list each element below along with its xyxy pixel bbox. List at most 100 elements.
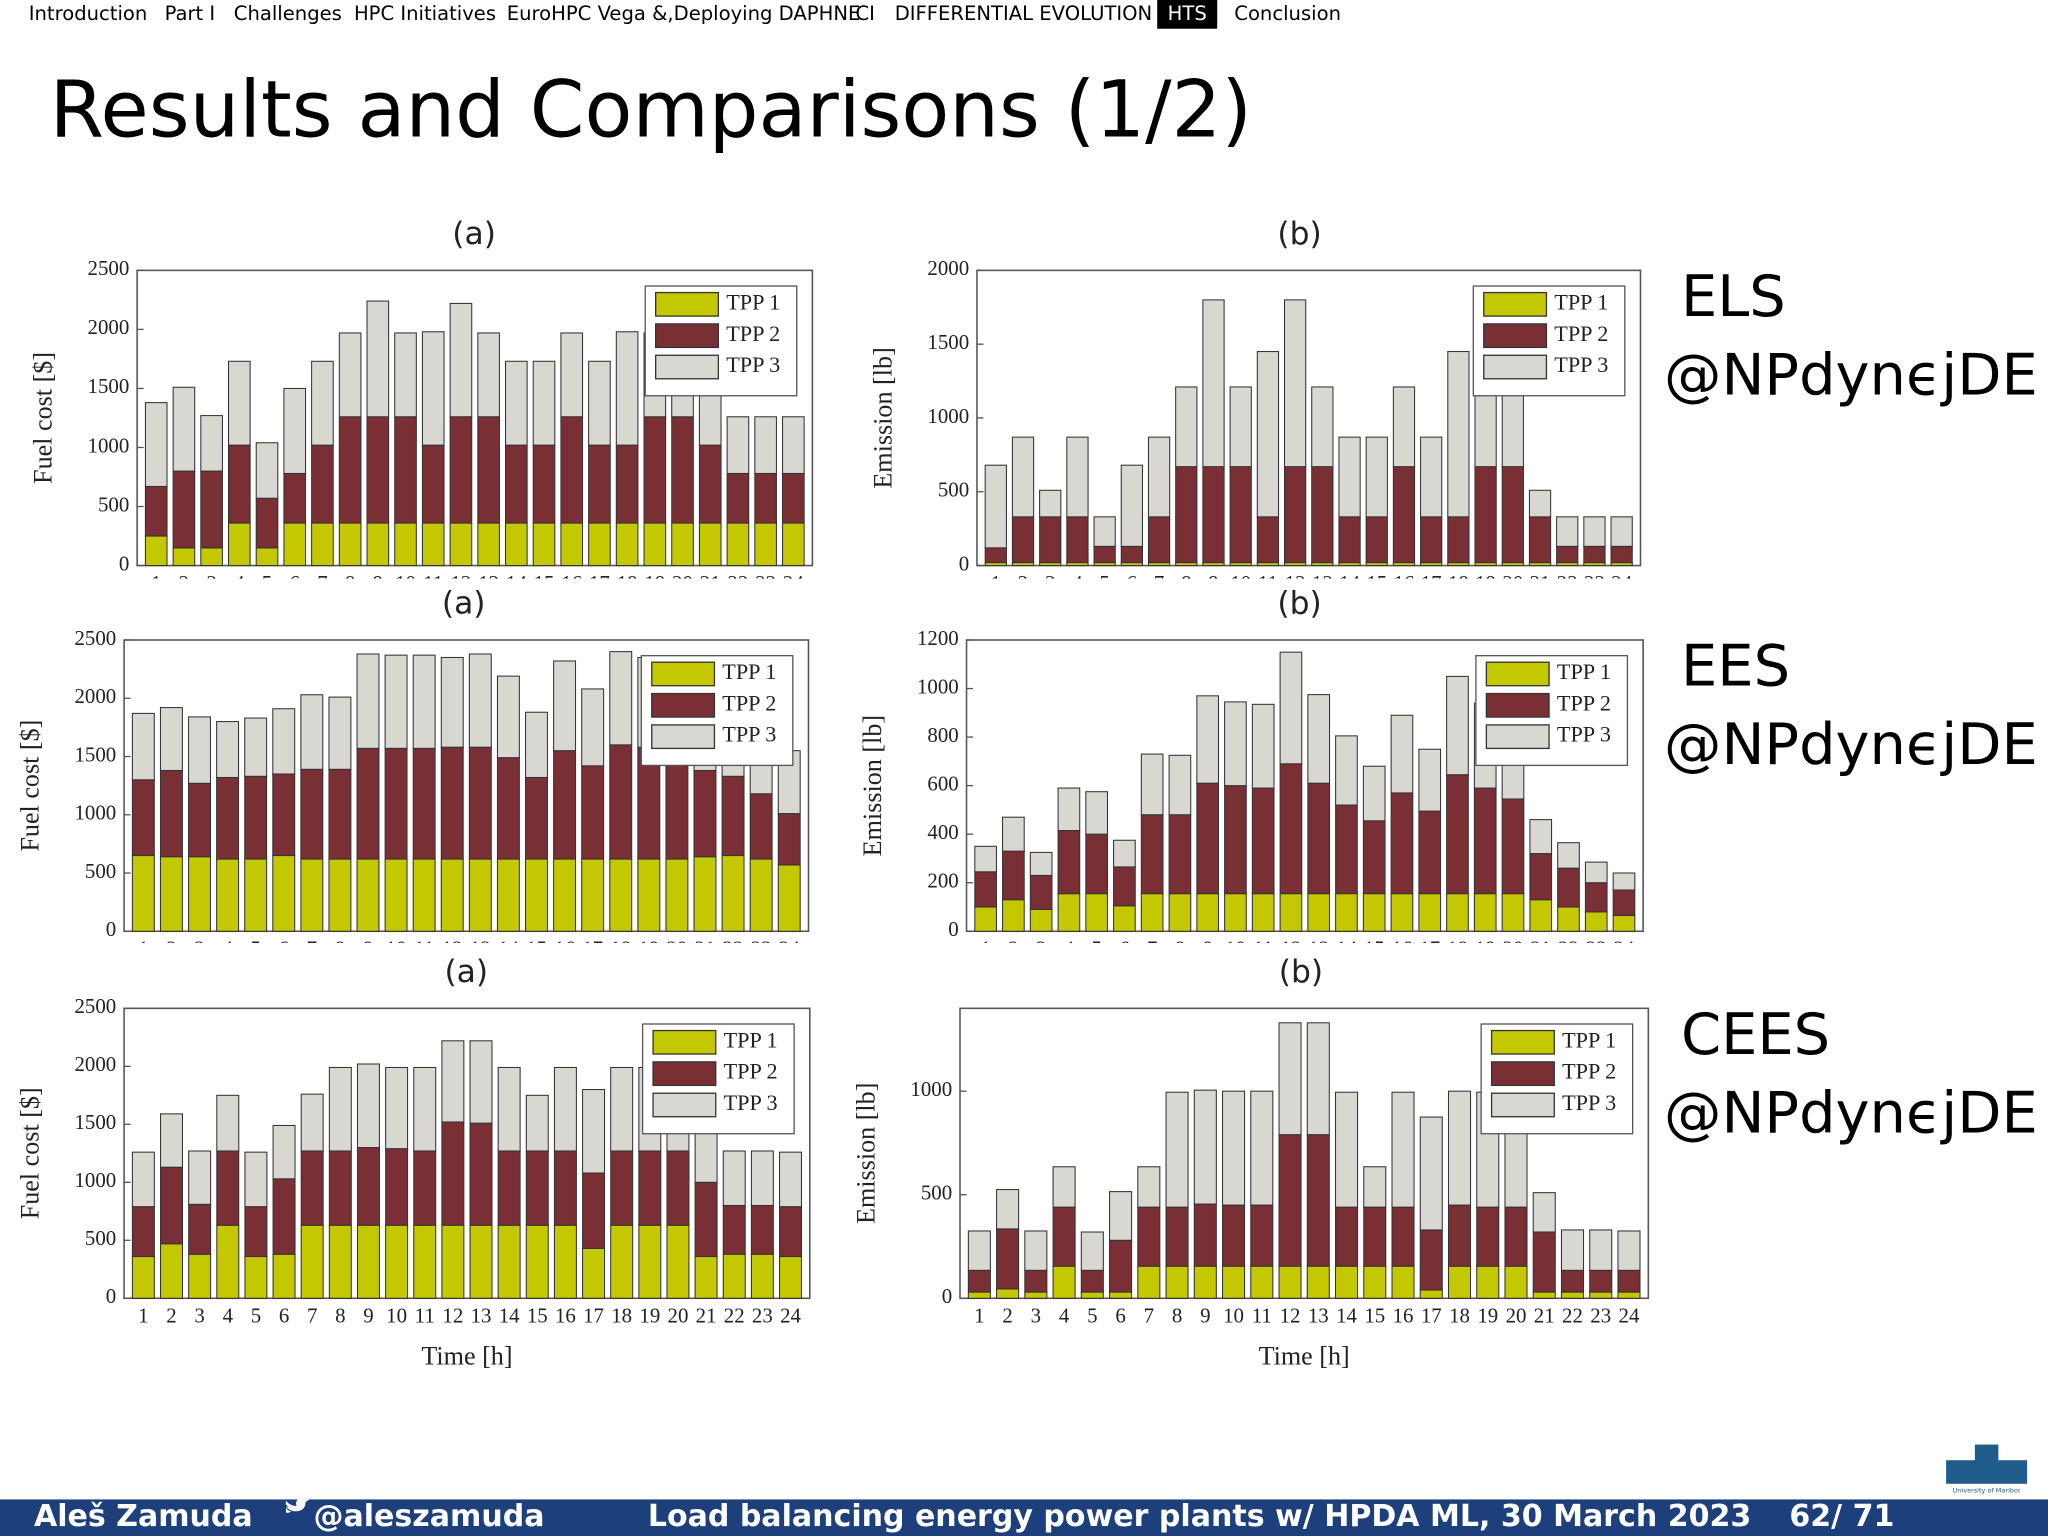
bar-segment — [996, 1288, 1020, 1299]
x-tick-label: 24 — [1614, 937, 1635, 961]
bar-segment — [967, 1230, 991, 1271]
bar-segment — [1311, 466, 1334, 564]
footer-handle: @aleszamuda — [313, 1499, 544, 1534]
bar-segment — [1557, 906, 1580, 932]
bar-segment — [721, 775, 745, 857]
bar-segment — [1338, 516, 1361, 564]
bar-segment — [131, 1206, 155, 1258]
bar-segment — [356, 653, 380, 749]
bar-segment — [412, 654, 436, 749]
bar-segment — [1560, 1269, 1585, 1293]
bar-segment — [300, 858, 324, 932]
bar-segment — [1080, 1291, 1104, 1299]
x-tick-label: 1 — [151, 571, 161, 595]
x-tick-label: 8 — [335, 1304, 345, 1328]
bar-segment — [1109, 1291, 1133, 1299]
bar-segment — [441, 1224, 465, 1299]
x-tick-label: 15 — [1366, 571, 1387, 595]
bar-segment — [1501, 386, 1524, 468]
x-tick-label: 7 — [1144, 1304, 1154, 1328]
x-tick-label: 18 — [617, 571, 638, 595]
method-name: EES — [1681, 633, 1790, 700]
x-tick-label: 7 — [1154, 571, 1164, 595]
bar-segment — [131, 1256, 155, 1299]
x-tick-label: 22 — [727, 571, 748, 595]
bar-segment — [1147, 516, 1171, 564]
x-tick-label: 6 — [279, 937, 289, 961]
y-axis-label: Emission [lb] — [852, 1083, 881, 1224]
bar-segment — [449, 522, 473, 567]
bar-segment — [1256, 351, 1280, 518]
bar-segment — [1085, 893, 1109, 932]
bar-segment — [385, 1148, 409, 1226]
bar-segment — [1584, 911, 1608, 932]
y-tick-label: 2500 — [88, 256, 130, 280]
bar-segment — [779, 1256, 802, 1299]
bar-segment — [1137, 1166, 1161, 1208]
x-tick-label: 4 — [1064, 937, 1075, 961]
bar-segment — [1002, 899, 1025, 932]
bar-segment — [671, 522, 694, 567]
bar-segment — [615, 522, 639, 567]
bar-segment — [1335, 893, 1358, 932]
bar-segment — [394, 522, 417, 567]
x-tick-label: 12 — [442, 1304, 463, 1328]
bar-segment — [1528, 489, 1552, 518]
x-tick-label: 7 — [317, 571, 327, 595]
bar-segment — [588, 522, 611, 567]
bar-segment — [777, 864, 801, 932]
bar-segment — [1120, 545, 1143, 564]
bar-segment — [1306, 1265, 1330, 1299]
x-tick-label: 10 — [1225, 937, 1246, 961]
x-tick-label: 5 — [262, 571, 272, 595]
x-tick-label: 4 — [234, 571, 245, 595]
bar-segment — [1029, 908, 1053, 932]
x-tick-label: 11 — [1253, 937, 1273, 961]
x-tick-label: 19 — [644, 571, 665, 595]
bar-segment — [967, 1291, 991, 1299]
y-tick-label: 400 — [927, 820, 958, 844]
bar-segment — [356, 1224, 380, 1299]
bar-segment — [1362, 765, 1386, 822]
bar-segment — [996, 1228, 1020, 1290]
bar-segment — [1557, 842, 1580, 869]
bar-segment — [1306, 1134, 1330, 1267]
bar-segment — [300, 694, 324, 770]
bar-segment — [581, 765, 605, 860]
x-tick-label: 21 — [696, 1304, 717, 1328]
x-tick-label: 13 — [478, 571, 499, 595]
x-tick-label: 3 — [194, 1304, 204, 1328]
bar-segment — [1311, 386, 1334, 468]
bar-segment — [496, 675, 520, 759]
bar-segment — [1617, 1269, 1641, 1293]
bar-segment — [996, 1189, 1020, 1230]
bar-segment — [1202, 299, 1225, 468]
y-tick-label: 500 — [921, 1181, 952, 1205]
bar-segment — [637, 858, 661, 932]
bar-segment — [694, 1181, 718, 1258]
bar-segment — [1057, 830, 1081, 895]
legend-swatch — [1490, 1092, 1555, 1118]
bar-segment — [200, 415, 223, 472]
bar-segment — [1583, 516, 1606, 547]
bar-segment — [553, 1150, 577, 1226]
bar-segment — [328, 768, 352, 860]
bar-segment — [1584, 882, 1608, 913]
bar-segment — [216, 1150, 240, 1226]
x-tick-label: 22 — [1558, 937, 1579, 961]
bar-segment — [311, 360, 334, 446]
x-tick-label: 14 — [498, 937, 519, 961]
bar-segment — [469, 1224, 493, 1299]
bar-segment — [1024, 1269, 1048, 1293]
x-tick-label: 21 — [1534, 1304, 1555, 1328]
legend-label: TPP 2 — [724, 1059, 778, 1084]
x-tick-label: 24 — [783, 571, 804, 595]
x-tick-label: 9 — [363, 1304, 373, 1328]
x-tick-label: 20 — [668, 1304, 689, 1328]
bar-segment — [1093, 516, 1116, 547]
bar-segment — [1307, 782, 1331, 895]
bar-segment — [1278, 1265, 1302, 1299]
bar-segment — [1420, 516, 1443, 564]
x-tick-label: 9 — [363, 937, 373, 961]
